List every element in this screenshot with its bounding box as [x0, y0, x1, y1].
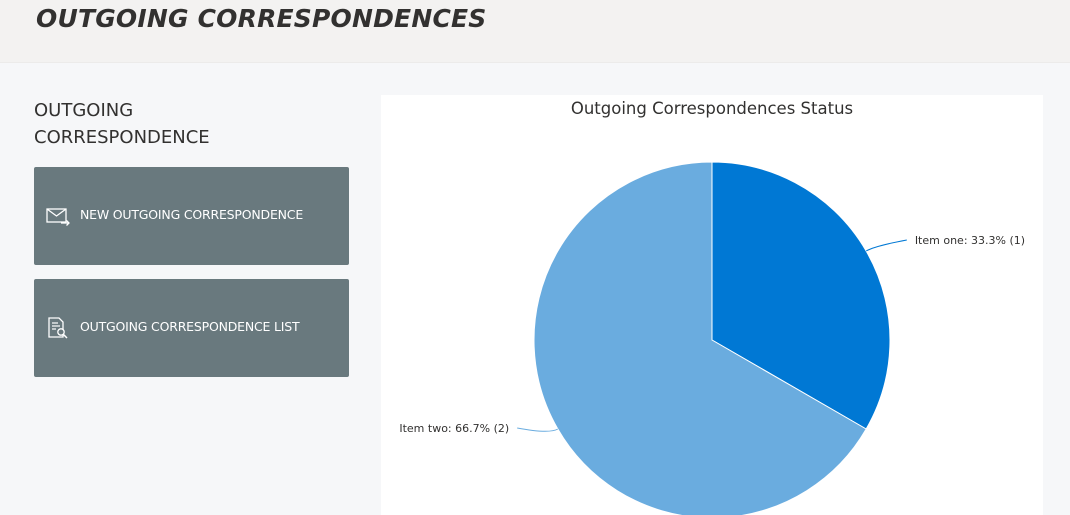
tile-label: OUTGOING CORRESPONDENCE LIST: [80, 319, 300, 334]
pie-chart: Item one: 33.3% (1) Item two: 66.7% (2): [399, 161, 1025, 515]
document-search-icon: [46, 316, 70, 340]
chart-title: Outgoing Correspondences Status: [570, 99, 854, 118]
pie-slice-label: Item two: 66.7% (2): [399, 422, 509, 435]
outgoing-correspondence-list-button[interactable]: OUTGOING CORRESPONDENCE LIST: [34, 279, 349, 377]
pie-leader-line: [517, 427, 559, 432]
new-outgoing-correspondence-button[interactable]: NEW OUTGOING CORRESPONDENCE: [34, 167, 349, 265]
page-header: OUTGOING CORRESPONDENCES: [0, 0, 1070, 63]
tile-label: NEW OUTGOING CORRESPONDENCE: [80, 207, 304, 222]
status-chart-panel: Outgoing Correspondences Status Item one…: [381, 95, 1043, 515]
mail-send-icon: [46, 204, 70, 228]
pie-leader-line: [865, 239, 907, 252]
pie-slice-label: Item one: 33.3% (1): [915, 234, 1025, 247]
page-title: OUTGOING CORRESPONDENCES: [36, 4, 487, 33]
pie-slice-item-two[interactable]: [533, 161, 867, 515]
section-heading: OUTGOING CORRESPONDENCE: [34, 100, 210, 148]
